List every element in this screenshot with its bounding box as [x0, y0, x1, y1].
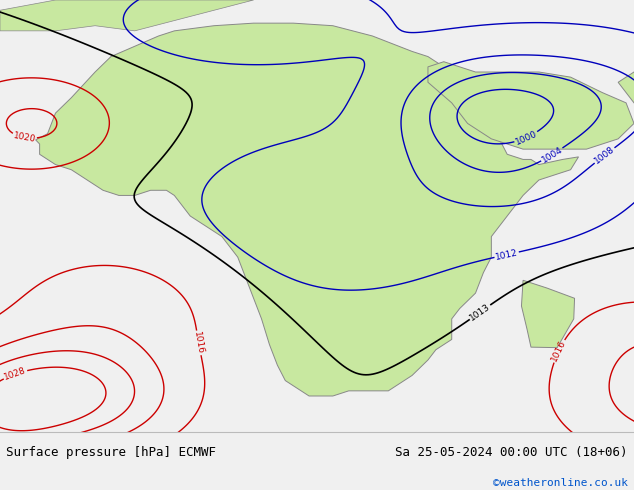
Text: Surface pressure [hPa] ECMWF: Surface pressure [hPa] ECMWF — [6, 446, 216, 459]
Text: 1004: 1004 — [540, 145, 564, 165]
Polygon shape — [521, 280, 574, 348]
Text: Sa 25-05-2024 00:00 UTC (18+06): Sa 25-05-2024 00:00 UTC (18+06) — [395, 446, 628, 459]
Text: 1024: 1024 — [45, 432, 69, 445]
Text: 1016: 1016 — [192, 331, 205, 355]
Polygon shape — [618, 46, 634, 180]
Text: 1000: 1000 — [514, 129, 538, 147]
Polygon shape — [36, 23, 579, 396]
Text: 1016: 1016 — [550, 339, 567, 363]
Polygon shape — [0, 0, 254, 31]
Text: 1013: 1013 — [468, 302, 492, 322]
Text: 1008: 1008 — [593, 145, 616, 166]
Text: ©weatheronline.co.uk: ©weatheronline.co.uk — [493, 478, 628, 488]
Polygon shape — [428, 62, 634, 149]
Text: 1020: 1020 — [13, 131, 37, 144]
Text: 1012: 1012 — [495, 248, 519, 262]
Text: 1028: 1028 — [3, 366, 27, 382]
